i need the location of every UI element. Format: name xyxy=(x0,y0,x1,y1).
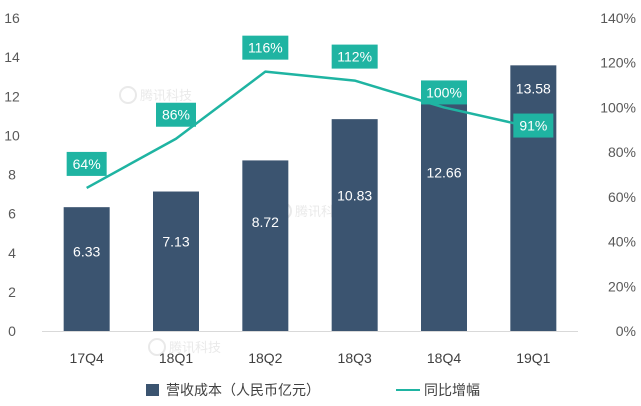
growth-label-box xyxy=(156,102,196,127)
growth-label-box xyxy=(421,80,467,105)
growth-line xyxy=(86,70,534,190)
y-right-tick-label: 80% xyxy=(608,144,636,160)
line-series: 64% 86% 116% 112% 100% 91% xyxy=(66,35,554,190)
bar-value-label: 13.58 xyxy=(516,80,551,96)
x-tick-label: 18Q4 xyxy=(427,350,461,366)
y-left-tick-label: 6 xyxy=(8,206,16,222)
y-right-tick-label: 0% xyxy=(616,323,636,339)
x-tick-label: 18Q1 xyxy=(159,350,193,366)
y-left-tick-label: 12 xyxy=(4,88,20,104)
growth-value-label: 112% xyxy=(337,49,372,65)
x-tick-label: 17Q4 xyxy=(70,350,104,366)
x-axis: 17Q4 18Q1 18Q2 18Q3 18Q4 19Q1 xyxy=(42,331,578,366)
watermark-text: 腾讯科技 xyxy=(169,340,221,356)
watermark: 腾讯科技 xyxy=(148,338,221,356)
legend: 营收成本（人民币亿元） 同比增幅 xyxy=(146,383,480,399)
y-right-tick-label: 60% xyxy=(608,189,636,205)
y-right-tick-label: 20% xyxy=(608,278,636,294)
x-tick-label: 19Q1 xyxy=(516,350,550,366)
y-left-tick-label: 16 xyxy=(4,10,20,26)
y-right-tick-label: 40% xyxy=(608,234,636,250)
bar-series: 6.33 7.13 8.72 10.83 12.66 13.58 xyxy=(63,65,557,332)
growth-value-label: 100% xyxy=(426,84,462,100)
growth-value-label: 116% xyxy=(248,40,283,56)
growth-label-box xyxy=(66,151,107,176)
growth-value-label: 91% xyxy=(519,118,547,134)
y-left-tick-label: 14 xyxy=(4,49,20,65)
bar-value-label: 12.66 xyxy=(426,164,461,180)
y-right-tick-label: 120% xyxy=(600,55,636,71)
bar-value-label: 10.83 xyxy=(337,187,372,203)
growth-value-label: 86% xyxy=(162,107,190,123)
bar-value-label: 7.13 xyxy=(162,234,189,250)
bar xyxy=(331,119,378,331)
bar xyxy=(63,207,110,331)
x-tick-label: 18Q2 xyxy=(248,350,282,366)
growth-label-box xyxy=(513,113,554,138)
watermark: 腾讯科技 xyxy=(119,86,192,104)
bar-value-label: 6.33 xyxy=(73,244,100,260)
right-axis: 0% 20% 40% 60% 80% 100% 120% 140% xyxy=(600,10,636,339)
watermark-logo-icon xyxy=(119,86,137,104)
y-right-tick-label: 140% xyxy=(600,10,636,26)
y-left-tick-label: 2 xyxy=(8,284,16,300)
legend-line-label: 同比增幅 xyxy=(424,383,480,399)
legend-bar-swatch xyxy=(146,384,159,396)
y-left-tick-label: 8 xyxy=(8,167,16,183)
growth-label-box xyxy=(331,44,378,69)
bar xyxy=(242,160,289,331)
y-right-tick-label: 100% xyxy=(600,99,636,115)
left-axis: 0 2 4 6 8 10 12 14 16 xyxy=(4,10,20,339)
watermark-logo-icon xyxy=(148,338,166,356)
growth-value-label: 64% xyxy=(73,156,101,172)
x-tick-label: 18Q3 xyxy=(338,350,372,366)
growth-label-box xyxy=(242,35,289,60)
bar xyxy=(510,65,557,331)
y-left-tick-label: 10 xyxy=(4,127,20,143)
bar-value-label: 8.72 xyxy=(252,214,279,230)
legend-bar-label: 营收成本（人民币亿元） xyxy=(166,383,320,399)
watermark-text: 腾讯科技 xyxy=(140,88,192,104)
y-left-tick-label: 0 xyxy=(8,323,16,339)
bar xyxy=(153,191,199,331)
bar xyxy=(421,83,467,332)
y-left-tick-label: 4 xyxy=(8,245,16,261)
